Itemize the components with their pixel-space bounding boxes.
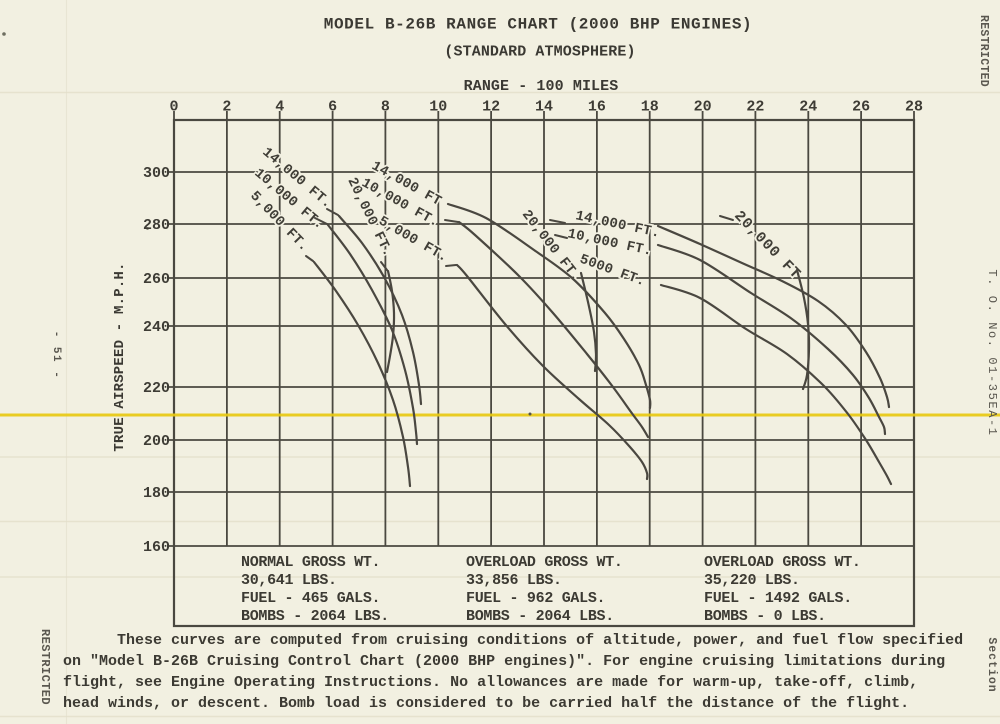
svg-text:on "Model B-26B Cruising Contr: on "Model B-26B Cruising Control Chart (… (63, 653, 945, 670)
svg-text:RESTRICTED: RESTRICTED (38, 629, 52, 705)
svg-text:BOMBS - 2064 LBS.: BOMBS - 2064 LBS. (241, 608, 389, 625)
svg-text:160: 160 (143, 539, 170, 556)
svg-text:OVERLOAD GROSS WT.: OVERLOAD GROSS WT. (466, 554, 623, 571)
svg-text:260: 260 (143, 271, 170, 288)
svg-text:26: 26 (852, 99, 870, 116)
svg-text:280: 280 (143, 217, 170, 234)
svg-text:35,220 LBS.: 35,220 LBS. (704, 572, 800, 589)
svg-text:- 51 -: - 51 - (50, 331, 62, 380)
svg-text:0: 0 (169, 99, 178, 116)
svg-text:300: 300 (143, 165, 170, 182)
svg-text:OVERLOAD GROSS WT.: OVERLOAD GROSS WT. (704, 554, 861, 571)
svg-text:RESTRICTED: RESTRICTED (977, 15, 990, 87)
svg-text:240: 240 (143, 319, 170, 336)
svg-text:4: 4 (275, 99, 284, 116)
svg-text:MODEL B-26B RANGE CHART (2000: MODEL B-26B RANGE CHART (2000 BHP ENGINE… (324, 16, 752, 34)
svg-text:180: 180 (143, 485, 170, 502)
svg-text:NORMAL GROSS WT.: NORMAL GROSS WT. (241, 554, 380, 571)
svg-text:24: 24 (799, 99, 817, 116)
svg-text:flight, see Engine Operating I: flight, see Engine Operating Instruction… (63, 674, 918, 691)
svg-text:10: 10 (429, 99, 447, 116)
svg-text:RANGE - 100 MILES: RANGE - 100 MILES (464, 78, 619, 95)
svg-text:22: 22 (746, 99, 764, 116)
svg-text:8: 8 (381, 99, 390, 116)
svg-text:33,856 LBS.: 33,856 LBS. (466, 572, 562, 589)
svg-text:14: 14 (535, 99, 553, 116)
svg-text:BOMBS - 2064 LBS.: BOMBS - 2064 LBS. (466, 608, 614, 625)
svg-text:FUEL - 465 GALS.: FUEL - 465 GALS. (241, 590, 380, 607)
svg-text:220: 220 (143, 380, 170, 397)
svg-text:18: 18 (641, 99, 659, 116)
svg-text:28: 28 (905, 99, 923, 116)
svg-text:6: 6 (328, 99, 337, 116)
svg-text:Section: Section (985, 637, 998, 692)
svg-text:head winds, or descent. Bomb l: head winds, or descent. Bomb load is con… (63, 695, 909, 712)
svg-text:30,641 LBS.: 30,641 LBS. (241, 572, 337, 589)
svg-text:FUEL - 962 GALS.: FUEL - 962 GALS. (466, 590, 605, 607)
svg-text:BOMBS - 0 LBS.: BOMBS - 0 LBS. (704, 608, 826, 625)
svg-text:T. O. No. 01-35EA-1: T. O. No. 01-35EA-1 (985, 269, 999, 436)
svg-text:(STANDARD ATMOSPHERE): (STANDARD ATMOSPHERE) (444, 44, 635, 61)
svg-text:16: 16 (588, 99, 606, 116)
svg-text:20: 20 (694, 99, 712, 116)
svg-text:TRUE AIRSPEED - M.P.H.: TRUE AIRSPEED - M.P.H. (112, 262, 128, 451)
svg-text:2: 2 (222, 99, 231, 116)
svg-text:FUEL - 1492 GALS.: FUEL - 1492 GALS. (704, 590, 852, 607)
svg-text:200: 200 (143, 433, 170, 450)
svg-text:These curves are computed from: These curves are computed from cruising … (117, 632, 963, 649)
svg-text:12: 12 (482, 99, 500, 116)
